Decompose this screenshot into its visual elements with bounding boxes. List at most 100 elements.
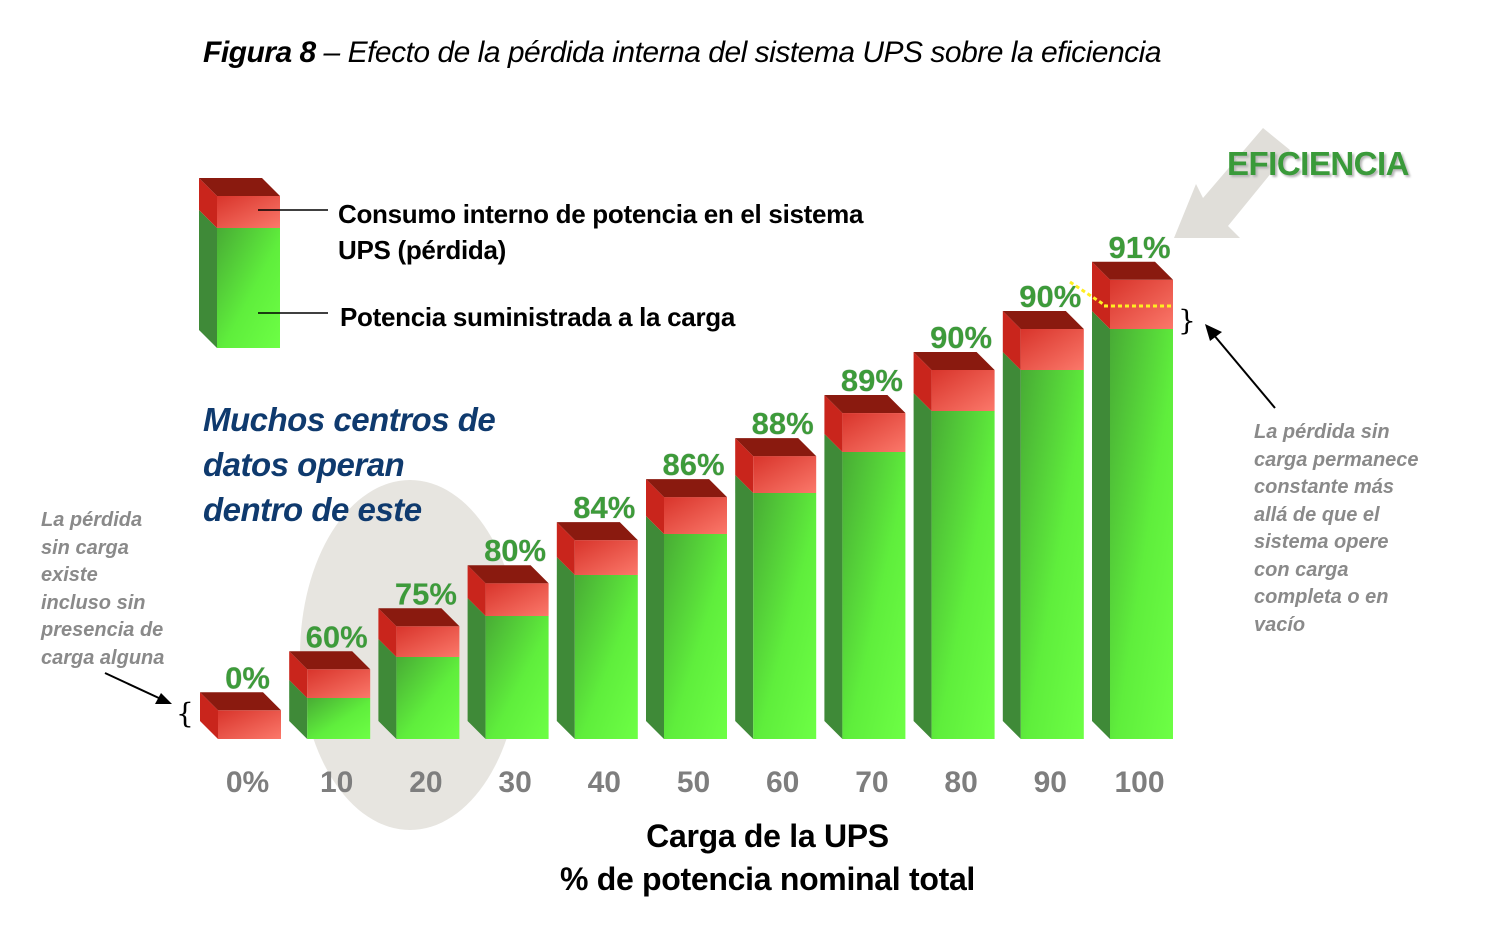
bars-group	[200, 261, 1173, 739]
legend-loss-top	[199, 178, 280, 196]
bar-load-side	[289, 680, 308, 739]
bar-loss-top	[289, 651, 371, 670]
figure-separator: –	[315, 36, 348, 69]
legend-loss-line1: Consumo interno de potencia en el sistem…	[338, 199, 864, 229]
bar	[467, 565, 549, 739]
right-annotation-arrow	[1205, 324, 1276, 409]
efficiency-value-label: 80%	[484, 533, 546, 568]
bar-loss-side	[1002, 311, 1021, 370]
efficiency-value-label: 88%	[752, 406, 814, 441]
x-tick-label: 0%	[226, 766, 269, 799]
efficiency-value-label: 0%	[225, 660, 270, 695]
bar-load-front	[931, 411, 995, 739]
x-tick-label: 80	[944, 766, 977, 799]
legend-loss-line2: UPS (pérdida)	[338, 235, 507, 265]
note-left-line: existe	[41, 564, 98, 586]
bar-loss-side	[200, 692, 218, 739]
bar-loss-front	[842, 413, 906, 452]
bar-loss-side	[289, 651, 308, 698]
legend-load-front	[217, 228, 280, 348]
x-tick-labels-group: 0% 10 20 30 40 50 60 70 80 90 100	[226, 766, 1165, 799]
bar-loss-top	[200, 692, 281, 711]
note-right-line: carga permanece	[1254, 448, 1419, 471]
x-tick-label: 30	[498, 766, 531, 799]
efficiency-label: EFICIENCIA	[1227, 145, 1410, 182]
note-left-line: presencia de	[41, 619, 164, 641]
no-load-loss-note-left: La pérdida sin carga existe incluso sin …	[41, 507, 164, 672]
efficiency-value-label: 90%	[1019, 279, 1081, 314]
figure-number: Figura 8	[203, 36, 316, 69]
note-right-line: completa o en	[1254, 586, 1389, 608]
bar-load-side	[646, 516, 664, 739]
bar	[646, 479, 727, 739]
legend-loss-side	[199, 178, 217, 228]
x-tick-label: 20	[409, 766, 442, 799]
bar-loss-side	[556, 522, 575, 575]
bar-loss-front	[1110, 279, 1173, 329]
bar-load-front	[307, 698, 371, 739]
efficiency-value-label: 75%	[395, 576, 457, 611]
bar-load-front	[485, 616, 549, 739]
bar-loss-side	[646, 479, 664, 534]
no-load-loss-note-right: La pérdida sin carga permanece constante…	[1254, 419, 1419, 639]
note-right-line: vacío	[1254, 613, 1306, 636]
bar-loss-front	[574, 540, 638, 575]
efficiency-value-label: 89%	[841, 363, 903, 398]
bar-loss-top	[556, 522, 638, 541]
left-brace: {	[176, 697, 194, 730]
bar-loss-top	[913, 352, 995, 370]
bar-loss-top	[1002, 311, 1084, 329]
operating-range-note: Muchos centros de datos operan dentro de…	[203, 397, 496, 532]
operating-range-line3: dentro de este	[203, 491, 422, 528]
figure-title-text: Efecto de la pérdida interna del sistema…	[347, 36, 1162, 69]
bar	[1002, 311, 1084, 739]
x-tick-label: 50	[677, 766, 710, 799]
bar-loss-side	[824, 395, 843, 452]
bar	[824, 395, 906, 739]
bar-loss-side	[1092, 261, 1110, 329]
bar-loss-front	[218, 710, 281, 739]
bar-load-front	[396, 657, 460, 739]
note-right-line: con carga	[1254, 558, 1349, 581]
bar-load-front	[1020, 370, 1084, 739]
bar-loss-front	[931, 370, 995, 411]
note-left-line: sin carga	[41, 536, 129, 559]
bar-load-front	[664, 534, 727, 739]
bar-load-side	[824, 434, 843, 739]
note-right-line: constante más	[1254, 476, 1395, 498]
efficiency-arrow	[1174, 128, 1290, 238]
bar-load-side	[556, 557, 575, 739]
efficiency-labels-group: 0% 60% 75% 80% 84% 86% 88% 89% 90% 90% 91%	[225, 229, 1171, 695]
bar-loss-top	[735, 438, 817, 457]
note-right-line: allá de que el	[1254, 503, 1380, 526]
operating-range-line2: datos operan	[203, 446, 405, 483]
efficiency-value-label: 91%	[1108, 230, 1170, 265]
bar-load-front	[1110, 329, 1173, 739]
bar-loss-front	[396, 626, 460, 657]
bar	[200, 692, 281, 739]
operating-range-line1: Muchos centros de	[203, 401, 496, 438]
bar-load-front	[574, 575, 638, 739]
bar-load-side	[913, 393, 932, 739]
bar-loss-front	[753, 456, 817, 493]
x-tick-label: 60	[766, 766, 799, 799]
bar	[735, 438, 817, 739]
bar-load-side	[378, 639, 397, 739]
bar-loss-top	[824, 395, 906, 414]
bar-load-front	[842, 452, 906, 739]
bar-loss-side	[913, 352, 932, 411]
figure-title: Figura 8 – Efecto de la pérdida interna …	[203, 36, 1162, 70]
bar-load-side	[467, 598, 486, 739]
bar	[913, 352, 995, 739]
bar-load-side	[1002, 352, 1021, 739]
x-axis-label: Carga de la UPS % de potencia nominal to…	[500, 815, 1035, 901]
bar	[1092, 261, 1173, 739]
bar-loss-top	[467, 565, 549, 584]
bar-loss-front	[1020, 329, 1084, 370]
note-left-line: carga alguna	[41, 646, 165, 669]
bar-loss-front	[307, 669, 371, 698]
legend-loss-label: Consumo interno de potencia en el sistem…	[338, 196, 863, 268]
efficiency-value-label: 84%	[573, 490, 635, 525]
bar-loss-front	[485, 583, 549, 616]
x-axis-label-line1: Carga de la UPS	[646, 818, 889, 854]
